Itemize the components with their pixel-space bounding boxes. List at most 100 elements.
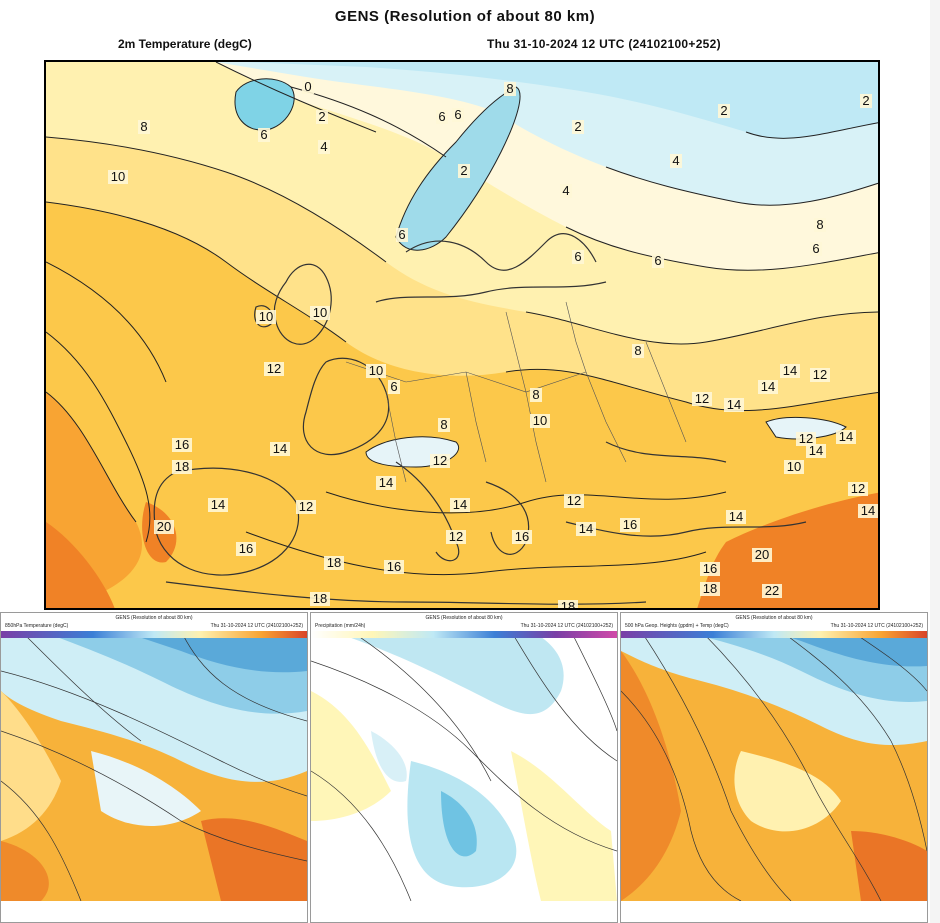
contour-label: 8 bbox=[440, 417, 447, 432]
contour-label: 8 bbox=[532, 387, 539, 402]
contour-label: 6 bbox=[654, 253, 661, 268]
contour-label: 6 bbox=[812, 241, 819, 256]
contour-label: 20 bbox=[755, 547, 769, 562]
contour-label-bg bbox=[138, 120, 150, 134]
contour-label-bg bbox=[620, 518, 640, 532]
contour-label: 8 bbox=[816, 217, 823, 232]
contour-label-bg bbox=[396, 228, 408, 242]
contour-label-bg bbox=[258, 128, 270, 142]
contour-label: 6 bbox=[438, 109, 445, 124]
contour-label-bg bbox=[762, 584, 782, 598]
contour-label-bg bbox=[700, 582, 720, 596]
caucasus bbox=[765, 416, 847, 440]
page-edge bbox=[930, 0, 940, 923]
contour-label: 10 bbox=[787, 459, 801, 474]
contour-label: 0 bbox=[304, 79, 311, 94]
thumbnail-precipitation[interactable]: GENS (Resolution of about 80 km) Precipi… bbox=[310, 612, 618, 923]
contour-label: 10 bbox=[111, 169, 125, 184]
contour-label-bg bbox=[512, 530, 532, 544]
contour-label: 12 bbox=[813, 367, 827, 382]
contour-label: 4 bbox=[562, 183, 569, 198]
contour-label-bg bbox=[302, 80, 314, 94]
contour-label-bg bbox=[752, 548, 772, 562]
contour-label: 2 bbox=[574, 119, 581, 134]
contour-label-bg bbox=[446, 530, 466, 544]
contour-label-bg bbox=[154, 520, 174, 534]
contour-label: 14 bbox=[861, 503, 875, 518]
contour-label: 14 bbox=[211, 497, 225, 512]
contour-label-bg bbox=[652, 254, 664, 268]
contour-label-bg bbox=[108, 170, 128, 184]
contour-label-bg bbox=[172, 460, 192, 474]
contour-label-bg bbox=[780, 364, 800, 378]
contour-label-bg bbox=[692, 392, 712, 406]
contour-label-bg bbox=[860, 94, 872, 108]
thumbnail-strip: GENS (Resolution of about 80 km) 850hPa … bbox=[0, 612, 930, 923]
contour-label: 10 bbox=[313, 305, 327, 320]
scandinavia-mountains bbox=[395, 86, 521, 251]
contour-label-bg bbox=[560, 184, 572, 198]
contour-label: 18 bbox=[313, 591, 327, 606]
thumbnail-time: Thu 31-10-2024 12 UTC (24102100+252) bbox=[520, 623, 613, 629]
contour-label-bg bbox=[724, 398, 744, 412]
contour-label-bg bbox=[388, 380, 400, 394]
thumbnail-map bbox=[621, 631, 927, 901]
contour-label: 12 bbox=[799, 431, 813, 446]
contour-label-bg bbox=[310, 592, 330, 606]
contour-label-bg bbox=[256, 310, 276, 324]
contour-label-bg bbox=[558, 600, 578, 608]
contour-label-bg bbox=[264, 362, 284, 376]
contour-label: 4 bbox=[320, 139, 327, 154]
contour-label: 12 bbox=[567, 493, 581, 508]
contour-label: 18 bbox=[561, 599, 575, 610]
valid-time-label: Thu 31-10-2024 12 UTC (24102100+252) bbox=[487, 37, 721, 51]
contour-label-bg bbox=[458, 164, 470, 178]
contour-label: 6 bbox=[260, 127, 267, 142]
contour-label: 14 bbox=[839, 429, 853, 444]
contour-label-bg bbox=[572, 120, 584, 134]
contour-label-bg bbox=[700, 562, 720, 576]
contour-label-bg bbox=[810, 242, 822, 256]
contour-label-bg bbox=[530, 414, 550, 428]
contour-label: 16 bbox=[387, 559, 401, 574]
thumbnail-title: GENS (Resolution of about 80 km) bbox=[735, 615, 813, 621]
contour-label: 12 bbox=[299, 499, 313, 514]
contour-label-bg bbox=[452, 108, 464, 122]
contour-label-bg bbox=[296, 500, 316, 514]
contour-label-bg bbox=[376, 476, 396, 490]
contour-label-bg bbox=[530, 388, 542, 402]
contour-label: 14 bbox=[579, 521, 593, 536]
contour-label-bg bbox=[670, 154, 682, 168]
contour-label: 16 bbox=[703, 561, 717, 576]
contour-label-bg bbox=[564, 494, 584, 508]
thumbnail-500hpa-heights[interactable]: GENS (Resolution of about 80 km) 500 hPa… bbox=[620, 612, 928, 923]
contour-label: 20 bbox=[157, 519, 171, 534]
thumbnail-map bbox=[1, 631, 307, 901]
contour-label-bg bbox=[310, 306, 330, 320]
contour-label: 18 bbox=[175, 459, 189, 474]
contour-label: 14 bbox=[273, 441, 287, 456]
contour-label: 14 bbox=[379, 475, 393, 490]
contour-label-bg bbox=[836, 430, 856, 444]
colorbar bbox=[1, 631, 307, 638]
contour-label-bg bbox=[236, 542, 256, 556]
contour-label-bg bbox=[438, 418, 450, 432]
contour-label: 2 bbox=[862, 93, 869, 108]
contour-label: 2 bbox=[318, 109, 325, 124]
contour-label: 16 bbox=[623, 517, 637, 532]
thumbnail-map bbox=[311, 631, 617, 901]
contour-label-bg bbox=[718, 104, 730, 118]
thumbnail-title: GENS (Resolution of about 80 km) bbox=[115, 615, 193, 621]
contour-label-bg bbox=[324, 556, 344, 570]
thumbnail-850hpa-temperature[interactable]: GENS (Resolution of about 80 km) 850hPa … bbox=[0, 612, 308, 923]
contour-label: 12 bbox=[695, 391, 709, 406]
contour-label: 14 bbox=[761, 379, 775, 394]
contour-label: 18 bbox=[327, 555, 341, 570]
contour-label-bg bbox=[436, 110, 448, 124]
contour-label: 12 bbox=[433, 453, 447, 468]
contour-label-bg bbox=[726, 510, 746, 524]
contour-label: 12 bbox=[449, 529, 463, 544]
thumbnail-title: GENS (Resolution of about 80 km) bbox=[425, 615, 503, 621]
